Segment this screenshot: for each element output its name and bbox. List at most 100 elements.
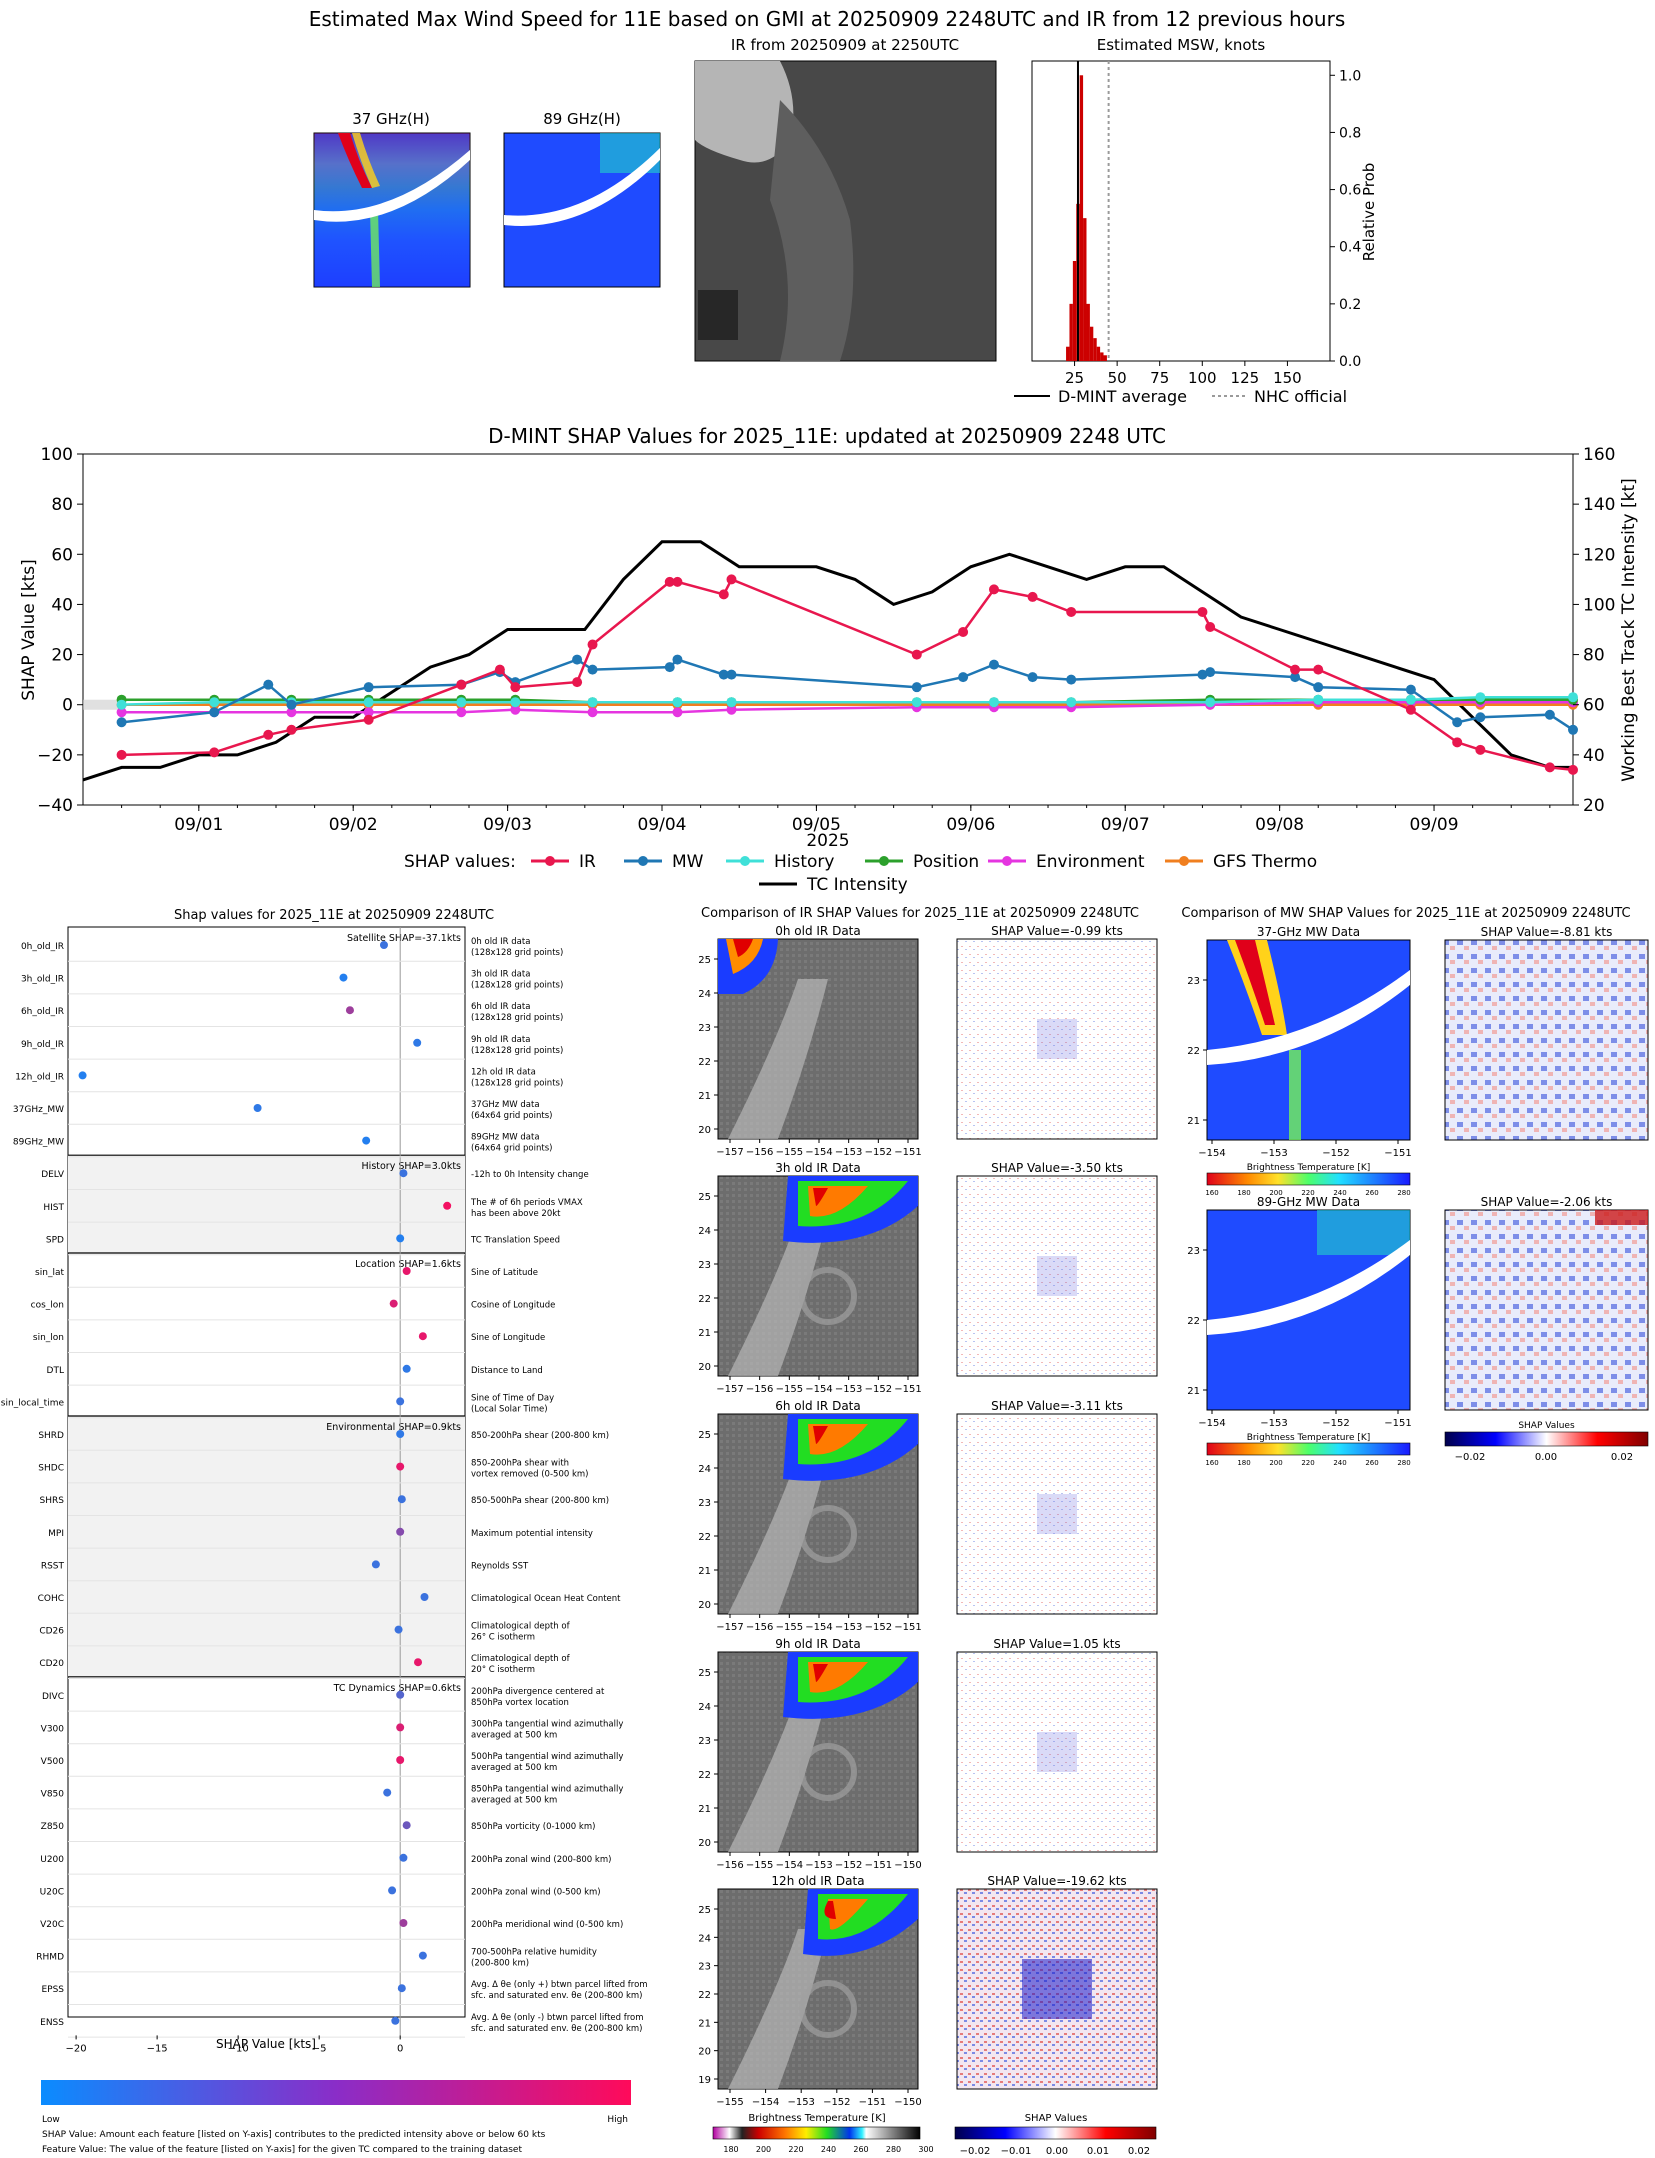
- series-point-history: [672, 697, 683, 708]
- mw-bt-tick: 180: [1237, 1189, 1250, 1197]
- shap-bar-title: Shap values for 2025_11E at 20250909 224…: [174, 908, 494, 923]
- ir-xtick: −156: [746, 1384, 773, 1395]
- mw-89-thumbnail: 89 GHz(H): [503, 110, 661, 288]
- feature-description: (128x128 grid points): [471, 981, 563, 991]
- ir-xtick: −155: [776, 1147, 803, 1158]
- legend-label-tc-intensity: TC Intensity: [806, 875, 908, 895]
- shap-ts-ytick-right: 160: [1583, 445, 1615, 465]
- ir-storm-eye: [799, 1980, 857, 2038]
- feature-description: Sine of Time of Day: [471, 1393, 554, 1403]
- feature-name: ENSS: [40, 2018, 64, 2028]
- series-point-environment: [726, 704, 737, 715]
- ir-xtick: −156: [746, 1147, 773, 1158]
- ir-compare-row: 9h old IR Data SHAP Value=1.05 kts 25 24 23 2…: [698, 1637, 1158, 1871]
- ir-shap-image: [956, 938, 1158, 1140]
- histogram-panel: Estimated MSW, knots 25 50 75 100 125 150 0.0…: [1014, 36, 1378, 406]
- ir-ytick: 20: [698, 1838, 711, 1849]
- feature-name: 37GHz_MW: [13, 1105, 64, 1115]
- feature-description: 850hPa vorticity (0-1000 km): [471, 1822, 595, 1832]
- feature-description: has been above 20kt: [471, 1209, 561, 1219]
- series-point-history: [1475, 692, 1486, 703]
- ir-xtick: −152: [823, 2097, 850, 2108]
- ir-xtick: −154: [805, 1384, 832, 1395]
- shap-ts-ylabel-left: SHAP Value [kts]: [19, 559, 39, 701]
- series-point-history: [116, 699, 127, 710]
- series-point-ir: [664, 576, 675, 587]
- legend-nhc: NHC official: [1254, 387, 1347, 406]
- mw-shap-tick: 0.00: [1535, 1452, 1557, 1463]
- ir-shap-hotspot: [1037, 1494, 1077, 1534]
- shap-ts-ytick-right: 100: [1583, 595, 1615, 615]
- series-line-tc-intensity: [82, 540, 1573, 782]
- ir-ytick: 24: [698, 1933, 711, 1944]
- shap-footnote-2: Feature Value: The value of the feature …: [42, 2145, 522, 2155]
- series-point-ir: [494, 664, 505, 675]
- feature-name: COHC: [38, 1594, 64, 1604]
- series-point-ir: [1568, 764, 1578, 775]
- shap-point: [399, 1853, 408, 1862]
- series-point-history: [911, 697, 922, 708]
- series-point-history: [510, 697, 521, 708]
- histogram-bar: [1066, 346, 1070, 361]
- group-shade: [68, 1416, 465, 1677]
- feature-description: The # of 6h periods VMAX: [470, 1198, 583, 1208]
- ir-bt-tick: 180: [723, 2145, 738, 2154]
- feature-description: 200hPa meridional wind (0-500 km): [471, 1920, 623, 1930]
- ir-bt-tick: 200: [756, 2145, 771, 2154]
- ir-xtick: −154: [752, 2097, 779, 2108]
- series-point-mw: [911, 682, 922, 693]
- ir-shap-tick: −0.02: [960, 2146, 991, 2157]
- mw-bt-tick: 260: [1365, 1189, 1378, 1197]
- feature-name: sin_lat: [35, 1268, 64, 1278]
- ir-shap-tick: −0.01: [1001, 2146, 1032, 2157]
- ir-thumbnail-title: IR from 20250909 at 2250UTC: [731, 36, 959, 54]
- ir-ytick: 21: [698, 2018, 711, 2029]
- series-point-ir: [587, 639, 598, 650]
- shap-point: [396, 1756, 405, 1764]
- series-point-ir: [672, 576, 683, 587]
- histogram-title: Estimated MSW, knots: [1097, 36, 1266, 54]
- feature-description: 26° C isotherm: [471, 1633, 535, 1643]
- feature-name: 89GHz_MW: [13, 1138, 64, 1148]
- shap-point: [397, 1495, 406, 1504]
- ir-ytick: 21: [698, 1091, 711, 1102]
- ir-compare-row: 12h old IR Data SHAP Value=-19.62 kts 25 24…: [698, 1874, 1158, 2108]
- feature-description: 200hPa zonal wind (0-500 km): [471, 1887, 601, 1897]
- feature-name: CD26: [39, 1627, 64, 1637]
- shap-point: [379, 941, 388, 949]
- shap-point: [402, 1821, 411, 1830]
- histogram-xtick: 125: [1231, 369, 1260, 387]
- feature-name: MPI: [48, 1529, 64, 1539]
- feature-description: vortex removed (0-500 km): [471, 1470, 588, 1480]
- series-point-ir: [510, 682, 521, 693]
- feature-name: Z850: [41, 1822, 65, 1832]
- shap-ts-ytick-left: −40: [37, 796, 73, 816]
- mw-shap-tick: −0.02: [1455, 1452, 1486, 1463]
- feature-name: V500: [41, 1757, 65, 1767]
- figure-title: Estimated Max Wind Speed for 11E based o…: [309, 7, 1346, 31]
- histogram-legend: D-MINT average NHC official: [1014, 387, 1347, 406]
- mw-bt-tick: 220: [1301, 1459, 1314, 1467]
- shap-ts-xtick: 09/02: [329, 815, 378, 835]
- ir-ytick: 23: [698, 1260, 711, 1271]
- ir-ytick: 22: [698, 1770, 711, 1781]
- ir-shap-image: [956, 1651, 1158, 1853]
- ir-data-title: 9h old IR Data: [775, 1637, 861, 1651]
- ir-xtick: −151: [859, 2097, 886, 2108]
- mw-shap-title: SHAP Value=-8.81 kts: [1481, 925, 1613, 939]
- legend-label-gfs-thermo: GFS Thermo: [1213, 852, 1317, 872]
- histogram-ylabel: Relative Prob: [1360, 163, 1378, 262]
- feature-name: 12h_old_IR: [15, 1072, 64, 1082]
- shap-ts-ytick-left: 80: [51, 495, 73, 515]
- ir-xtick: −155: [716, 2097, 743, 2108]
- feature-description: 20° C isotherm: [471, 1665, 535, 1675]
- shap-ts-ytick-right: 120: [1583, 545, 1615, 565]
- ir-shap-colorbar: SHAP Values −0.02 −0.01 0.00 0.01 0.02: [954, 2113, 1157, 2157]
- ir-xtick: −157: [716, 1384, 743, 1395]
- ir-xtick: −154: [776, 1860, 803, 1871]
- series-point-mw: [1066, 674, 1077, 685]
- series-point-ir: [988, 584, 999, 595]
- legend-marker-mw: [638, 856, 648, 866]
- legend-davg: D-MINT average: [1058, 387, 1187, 406]
- shap-point: [399, 1169, 408, 1178]
